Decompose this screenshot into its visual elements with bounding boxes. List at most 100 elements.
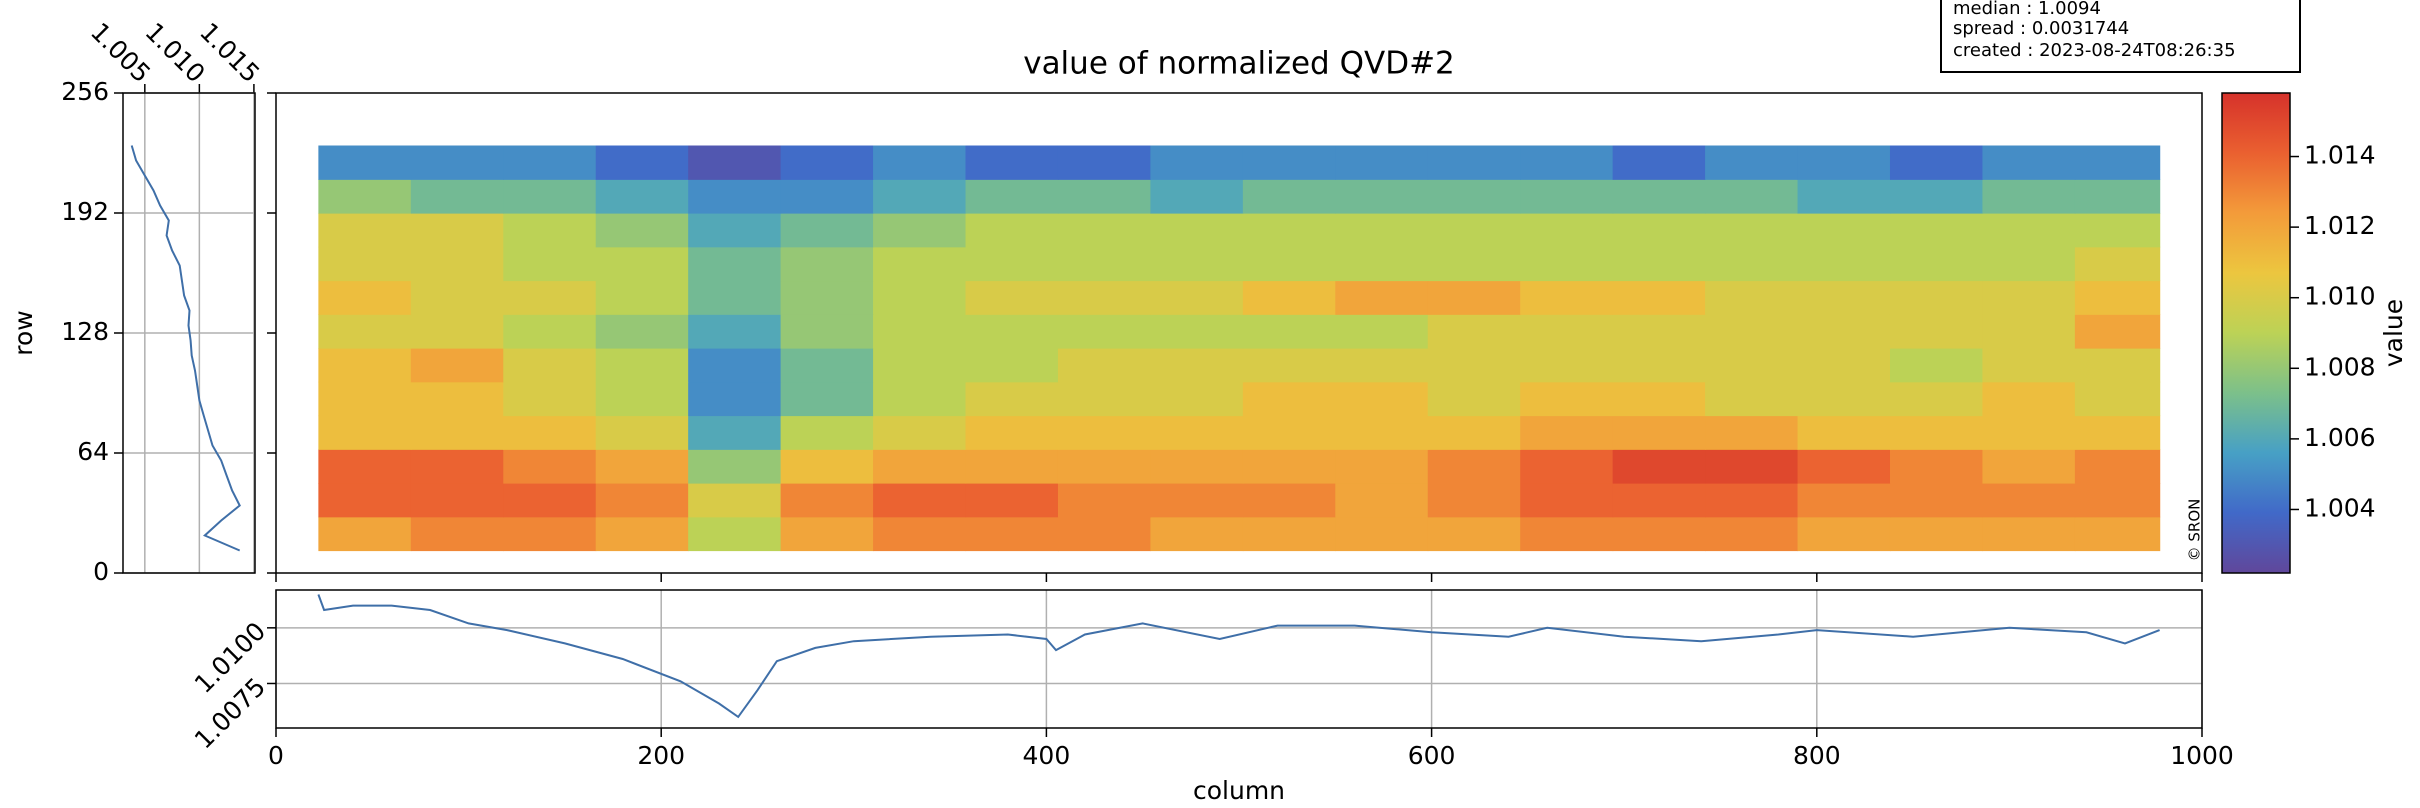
- heatmap-cell: [1612, 246, 1706, 282]
- heatmap-cell: [780, 483, 874, 518]
- heatmap-cell: [318, 415, 412, 450]
- heatmap-cell: [503, 246, 597, 282]
- heatmap-cell: [1335, 314, 1429, 349]
- heatmap-cell: [410, 415, 504, 450]
- heatmap-cell: [410, 213, 504, 248]
- heatmap-cell: [780, 348, 874, 383]
- heatmap-cell: [873, 145, 967, 180]
- heatmap-cell: [595, 213, 689, 248]
- heatmap-cell: [318, 179, 412, 214]
- heatmap-cell: [1335, 415, 1429, 450]
- heatmap-cell: [318, 213, 412, 248]
- heatmap-cell: [1242, 348, 1336, 383]
- heatmap-cell: [1612, 381, 1706, 417]
- heatmap-cell: [1612, 449, 1706, 484]
- heatmap-cell: [318, 246, 412, 282]
- heatmap-cell: [1705, 381, 1799, 417]
- x-tick-label: 1000: [2170, 741, 2234, 770]
- row-profile-frame: [122, 92, 256, 574]
- heatmap-cell: [780, 314, 874, 349]
- heatmap-cell: [1057, 145, 1152, 180]
- heatmap-cell: [1427, 246, 1521, 282]
- heatmap-cell: [873, 449, 967, 484]
- heatmap-cell: [1427, 483, 1521, 518]
- heatmap-cell: [1057, 415, 1152, 450]
- heatmap-cell: [688, 246, 782, 282]
- heatmap-cell: [503, 213, 597, 248]
- heatmap-cell: [1520, 280, 1614, 315]
- x-tick-label: 800: [1793, 741, 1841, 770]
- heatmap-cell: [1797, 415, 1891, 450]
- heatmap-cell: [595, 246, 689, 282]
- heatmap-cell: [1150, 145, 1244, 180]
- y-tick-label: 64: [77, 437, 109, 466]
- heatmap-cell: [1520, 213, 1614, 248]
- heatmap-cell: [1520, 314, 1614, 349]
- heatmap-cell: [965, 449, 1059, 484]
- heatmap-cell: [1242, 381, 1336, 417]
- heatmap-cell: [1982, 348, 2076, 383]
- heatmap-cell: [965, 145, 1059, 180]
- heatmap-cell: [595, 381, 689, 417]
- heatmap-cell: [688, 516, 782, 552]
- heatmap-cell: [2074, 483, 2161, 518]
- heatmap-cell: [688, 145, 782, 180]
- heatmap-cell: [2074, 449, 2161, 484]
- heatmap-cell: [1612, 483, 1706, 518]
- heatmap-cell: [1612, 314, 1706, 349]
- heatmap-cell: [688, 449, 782, 484]
- heatmap-cell: [1057, 381, 1152, 417]
- heatmap-cell: [1427, 449, 1521, 484]
- heatmap-cell: [2074, 213, 2161, 248]
- heatmap-cell: [503, 348, 597, 383]
- heatmap-cell: [1705, 213, 1799, 248]
- heatmap-cell: [1797, 246, 1891, 282]
- heatmap-cell: [1335, 179, 1429, 214]
- heatmap-cell: [503, 145, 597, 180]
- heatmap-cell: [1982, 314, 2076, 349]
- x-tick-label: 0: [268, 741, 284, 770]
- heatmap-cell: [1427, 348, 1521, 383]
- heatmap-cell: [1612, 516, 1706, 552]
- heatmap-cell: [1057, 213, 1152, 248]
- info-line: created : 2023-08-24T08:26:35: [1953, 40, 2236, 61]
- heatmap-cell: [1335, 145, 1429, 180]
- colorbar-tick-label: 1.004: [2304, 493, 2376, 522]
- heatmap-cell: [1057, 280, 1152, 315]
- heatmap-cell: [1427, 145, 1521, 180]
- heatmap-cell: [780, 145, 874, 180]
- heatmap-cell: [1889, 381, 1984, 417]
- colorbar-tick-label: 1.006: [2304, 423, 2376, 452]
- heatmap-cell: [688, 381, 782, 417]
- heatmap-cell: [873, 415, 967, 450]
- heatmap-cell: [1150, 449, 1244, 484]
- heatmap-cell: [1705, 449, 1799, 484]
- heatmap-cell: [1335, 246, 1429, 282]
- heatmap-cell: [965, 381, 1059, 417]
- heatmap-cell: [780, 179, 874, 214]
- heatmap-cell: [1889, 449, 1984, 484]
- x-tick-label: 600: [1408, 741, 1456, 770]
- heatmap-cell: [1335, 213, 1429, 248]
- x-axis-label: column: [1193, 776, 1285, 805]
- heatmap-cell: [1889, 516, 1984, 552]
- heatmap-cell: [965, 516, 1059, 552]
- heatmap-cell: [1612, 179, 1706, 214]
- heatmap-cell: [780, 213, 874, 248]
- annotation: © SRON: [2186, 499, 2204, 562]
- heatmap-cell: [1520, 381, 1614, 417]
- heatmap-cell: [1520, 348, 1614, 383]
- heatmap-cell: [965, 314, 1059, 349]
- colorbar: [2222, 93, 2290, 573]
- heatmap-cell: [1427, 280, 1521, 315]
- heatmap-cell: [1520, 179, 1614, 214]
- heatmap-cell: [503, 381, 597, 417]
- heatmap-cell: [1520, 516, 1614, 552]
- heatmap-cell: [780, 415, 874, 450]
- heatmap-cell: [1705, 415, 1799, 450]
- heatmap-cell: [1705, 516, 1799, 552]
- heatmap-cell: [1889, 246, 1984, 282]
- heatmap-cell: [1982, 280, 2076, 315]
- heatmap-cell: [595, 516, 689, 552]
- heatmap-cell: [1242, 213, 1336, 248]
